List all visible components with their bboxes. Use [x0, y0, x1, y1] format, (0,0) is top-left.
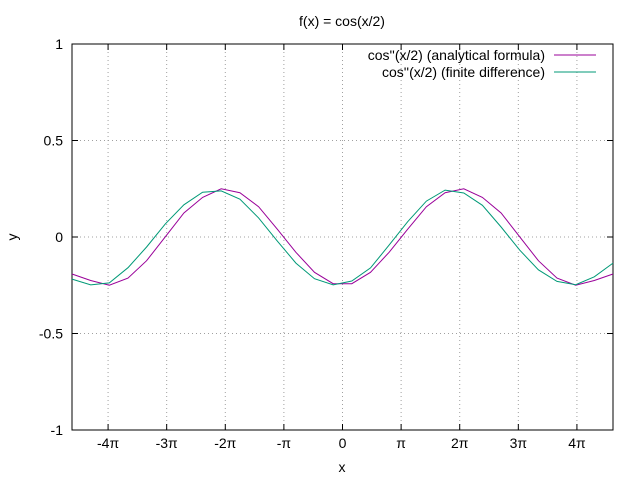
tick-labels: -4π -3π -2π -π 0 π 2π 3π 4π -1 -0.5 0 0.5 1	[39, 36, 586, 451]
x-tick-label: 4π	[568, 435, 586, 451]
y-axis-label: y	[4, 234, 20, 241]
y-tick-label: 1	[55, 36, 63, 52]
gridlines	[72, 44, 613, 430]
x-tick-label: π	[396, 435, 406, 451]
y-tick-label: 0	[55, 229, 63, 245]
x-tick-label: 0	[339, 435, 347, 451]
x-tick-label: 2π	[451, 435, 469, 451]
chart-title: f(x) = cos(x/2)	[299, 13, 385, 29]
axis-ticks	[72, 43, 613, 431]
x-axis-label: x	[339, 459, 346, 475]
series-line-0	[71, 188, 614, 286]
series-lines	[71, 188, 614, 286]
legend-label-0: cos''(x/2) (analytical formula)	[368, 47, 545, 63]
y-tick-label: 0.5	[44, 133, 64, 149]
y-tick-label: -1	[51, 422, 64, 438]
x-tick-label: -π	[277, 435, 292, 451]
y-tick-label: -0.5	[39, 326, 63, 342]
series-line-1	[71, 189, 614, 286]
legend-label-1: cos''(x/2) (finite difference)	[382, 64, 545, 80]
x-tick-label: -3π	[156, 435, 178, 451]
x-tick-label: 3π	[510, 435, 528, 451]
x-tick-label: -4π	[97, 435, 119, 451]
legend: cos''(x/2) (analytical formula) cos''(x/…	[368, 47, 596, 80]
x-tick-label: -2π	[214, 435, 236, 451]
